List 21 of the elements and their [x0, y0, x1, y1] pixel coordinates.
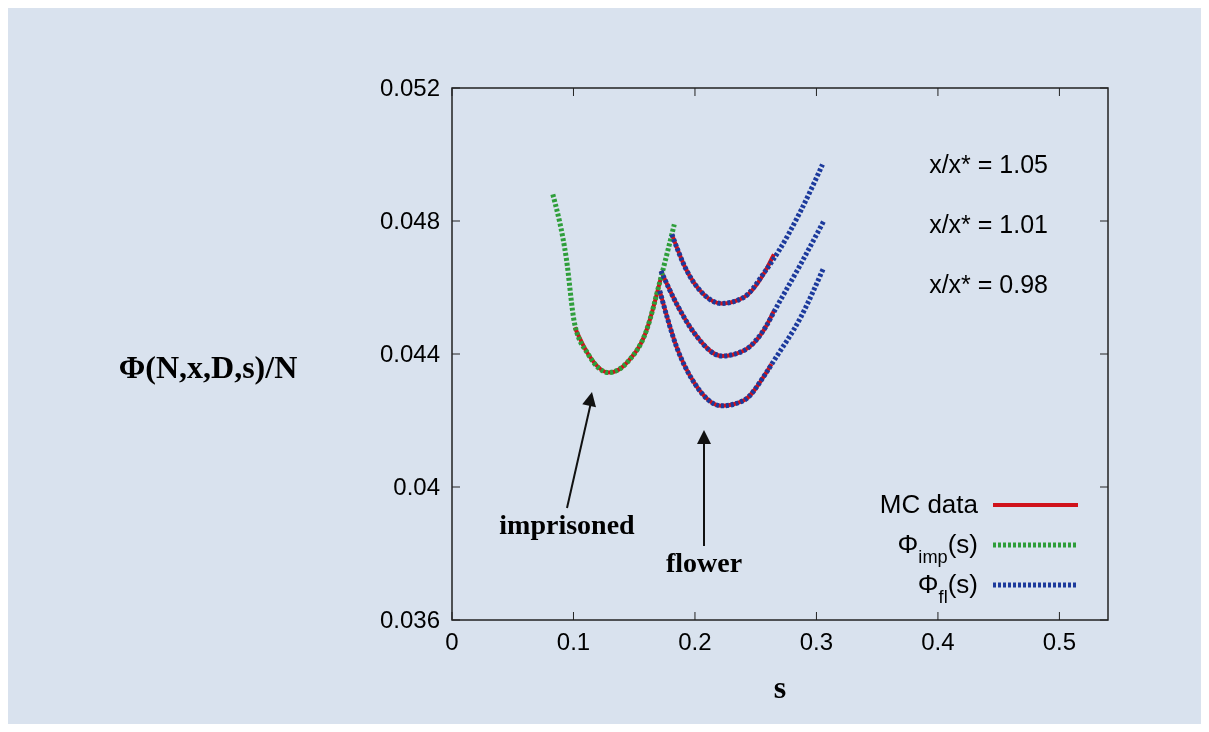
- x-tick-label: 0: [445, 628, 459, 655]
- annotation: x/x* = 1.01: [929, 210, 1048, 238]
- legend-label: Φ$_{fl}$(s): [917, 569, 978, 607]
- x-tick-label: 0.5: [1042, 628, 1077, 655]
- x-tick-label: 0.4: [921, 628, 955, 655]
- x-tick-label: 0.1: [556, 628, 591, 655]
- y-tick-label: 0.036: [379, 606, 440, 633]
- y-tick-label: 0.044: [379, 340, 440, 367]
- x-tick-label: 0.2: [678, 628, 712, 655]
- legend-label: Φ$_{imp}$(s): [897, 529, 978, 567]
- x-axis-title: s: [773, 669, 787, 705]
- y-tick-label: 0.052: [379, 74, 440, 101]
- x-tick-label: 0.3: [799, 628, 834, 655]
- y-tick-label: 0.048: [379, 207, 440, 234]
- annotation: flower: [665, 547, 743, 578]
- y-axis-title: Φ(N,x,D,s)/N: [118, 349, 298, 385]
- annotation: x/x* = 1.05: [929, 150, 1048, 178]
- annotation: x/x* = 0.98: [929, 270, 1048, 298]
- legend-label: MC data: [879, 489, 979, 519]
- annotation: imprisoned: [499, 509, 636, 540]
- y-tick-label: 0.04: [393, 473, 440, 500]
